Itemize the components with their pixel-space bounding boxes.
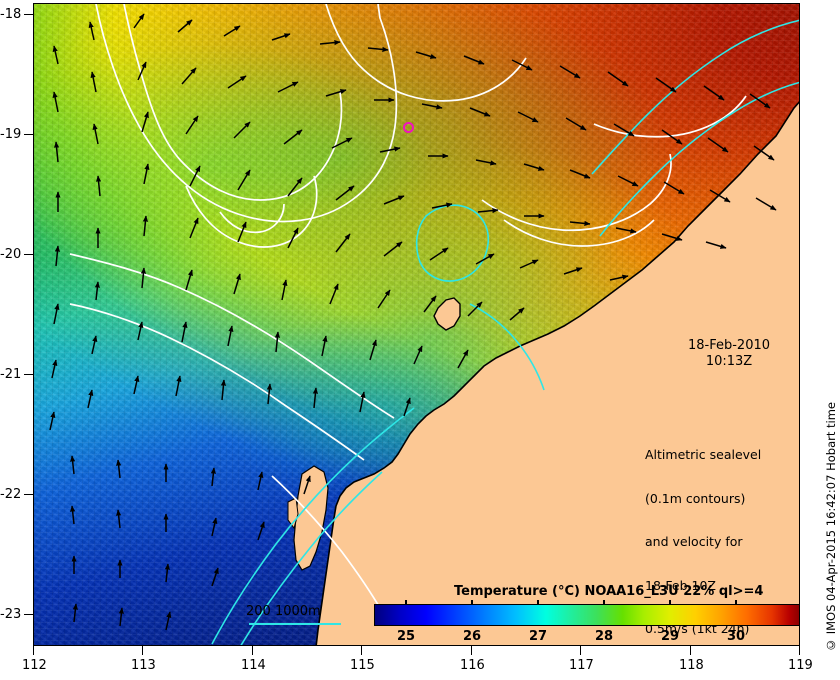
x-tick-113	[142, 646, 143, 655]
y-tick-19	[24, 134, 33, 135]
map-overlays	[49, 4, 799, 645]
x-tick-118	[690, 646, 691, 655]
colorbar-title: Temperature (°C) NOAA16_L3U 22% ql>=4	[454, 584, 764, 599]
y-label-21: -21	[0, 367, 22, 382]
x-tick-114	[252, 646, 253, 655]
velocity-vectors	[49, 13, 777, 631]
map-plot-area[interactable]: 18-Feb-2010 10:13Z Altimetric sealevel (0…	[33, 3, 800, 646]
y-tick-22	[24, 494, 33, 495]
datetime-time: 10:13Z	[705, 354, 753, 369]
x-tick-116	[471, 646, 472, 655]
colorbar-tick-26	[471, 600, 473, 605]
argo-marker-on-map[interactable]	[403, 122, 414, 133]
x-tick-119	[799, 646, 800, 655]
y-label-19: -19	[0, 127, 22, 142]
colorbar-tick-28	[603, 600, 605, 605]
y-label-18: -18	[0, 7, 22, 22]
y-tick-23	[24, 614, 33, 615]
imos-credit: © IMOS 04-Apr-2015 16:42:07 Hobart time	[824, 402, 838, 652]
bathymetry-contours	[211, 19, 799, 645]
colorbar-label-29: 29	[661, 629, 680, 644]
bathymetry-legend-label: 200 1000m	[246, 604, 321, 619]
colorbar-label-28: 28	[595, 629, 614, 644]
colorbar-tick-27	[537, 600, 539, 605]
x-tick-112	[33, 646, 34, 655]
y-label-22: -22	[0, 487, 22, 502]
colorbar-tick-25	[405, 600, 407, 605]
y-tick-20	[24, 254, 33, 255]
colorbar-label-30: 30	[727, 629, 746, 644]
colorbar-label-25: 25	[397, 629, 416, 644]
x-label-112: 112	[22, 658, 47, 673]
x-label-114: 114	[241, 658, 266, 673]
y-label-23: -23	[0, 607, 22, 622]
y-label-20: -20	[0, 247, 22, 262]
colorbar-tick-29	[669, 600, 671, 605]
legend-line-3: and velocity for	[645, 534, 743, 549]
legend-line-2: (0.1m contours)	[645, 490, 746, 506]
argo-icon	[403, 122, 414, 133]
colorbar-label-26: 26	[463, 629, 482, 644]
colorbar-tick-30	[735, 600, 737, 605]
legend-line-4: 18-Feb 10Z	[645, 577, 716, 593]
x-tick-115	[361, 646, 362, 655]
x-label-116: 116	[460, 658, 485, 673]
colorbar[interactable]	[374, 604, 799, 626]
x-label-117: 117	[569, 658, 594, 673]
y-tick-18	[24, 14, 33, 15]
y-tick-21	[24, 374, 33, 375]
observation-datetime: 18-Feb-2010 10:13Z	[674, 338, 784, 370]
legend-line-1: Altimetric sealevel	[645, 447, 762, 462]
map-legend: Altimetric sealevel (0.1m contours) and …	[645, 419, 783, 645]
x-label-113: 113	[131, 658, 156, 673]
x-label-119: 119	[788, 658, 813, 673]
datetime-date: 18-Feb-2010	[687, 338, 771, 353]
x-label-115: 115	[350, 658, 375, 673]
x-label-118: 118	[679, 658, 704, 673]
altimetry-contours	[69, 4, 747, 623]
colorbar-label-27: 27	[529, 629, 548, 644]
x-tick-117	[580, 646, 581, 655]
bathymetry-legend-line	[249, 623, 341, 625]
